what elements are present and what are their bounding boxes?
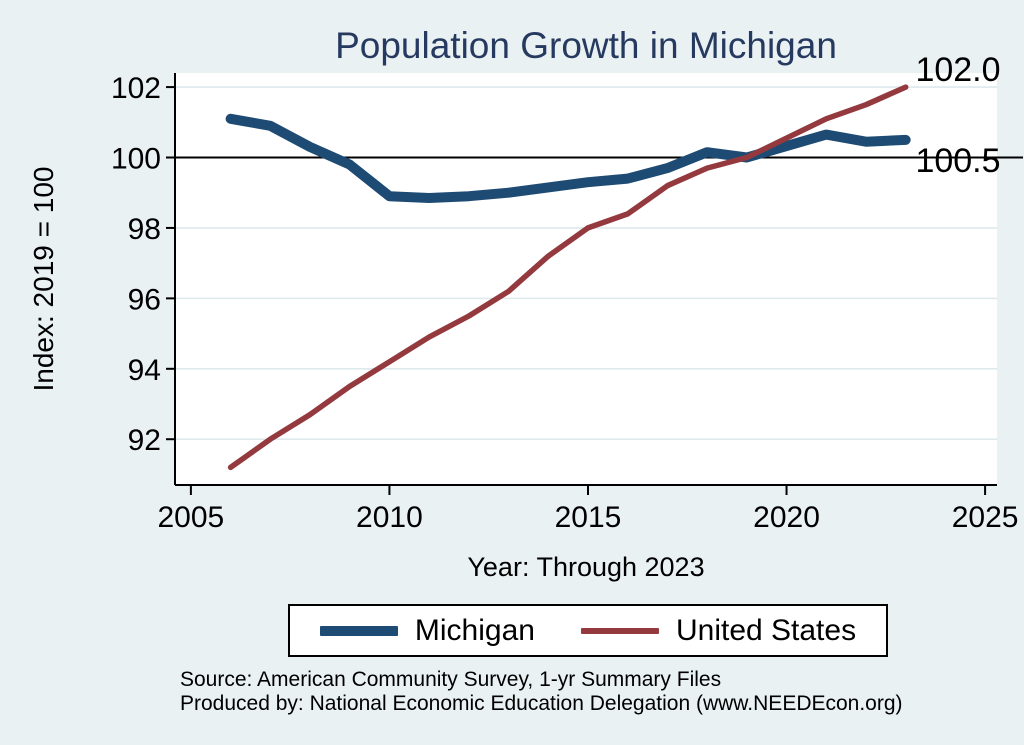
united-states-line-swatch xyxy=(580,627,659,634)
y-tick-label: 92 xyxy=(128,424,161,457)
michigan-line xyxy=(225,113,911,203)
y-tick-label: 94 xyxy=(128,354,161,387)
united-states-end-value-label: 102.0 xyxy=(915,51,1000,89)
source-line: Source: American Community Survey, 1-yr … xyxy=(180,668,722,691)
legend-item-michigan: Michigan xyxy=(319,613,535,648)
x-tick-label: 2005 xyxy=(158,501,225,534)
chart-title: Population Growth in Michigan xyxy=(335,25,837,66)
y-axis-title: Index: 2019 = 100 xyxy=(28,166,59,392)
x-axis-title: Year: Through 2023 xyxy=(467,552,705,582)
legend: Michigan United States xyxy=(288,604,888,657)
y-tick-label: 100 xyxy=(111,143,161,176)
y-tick-label: 98 xyxy=(128,213,161,246)
y-tick-label: 102 xyxy=(111,72,161,105)
x-tick-label: 2020 xyxy=(753,501,820,534)
y-tick-label: 96 xyxy=(128,283,161,316)
x-tick-label: 2025 xyxy=(952,501,1019,534)
michigan-end-value-label: 100.5 xyxy=(915,142,1000,180)
source-notes: Source: American Community Survey, 1-yr … xyxy=(180,668,903,716)
x-tick-label: 2010 xyxy=(356,501,423,534)
produced-by-line: Produced by: National Economic Education… xyxy=(180,692,903,715)
legend-label-michigan: Michigan xyxy=(414,613,535,647)
x-tick-label: 2015 xyxy=(555,501,622,534)
michigan-line-swatch xyxy=(319,625,398,636)
legend-label-united-states: United States xyxy=(675,613,857,647)
legend-item-united-states: United States xyxy=(580,613,857,648)
united-states-line xyxy=(227,84,909,471)
